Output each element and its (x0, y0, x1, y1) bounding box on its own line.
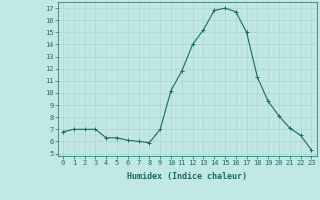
X-axis label: Humidex (Indice chaleur): Humidex (Indice chaleur) (127, 172, 247, 181)
